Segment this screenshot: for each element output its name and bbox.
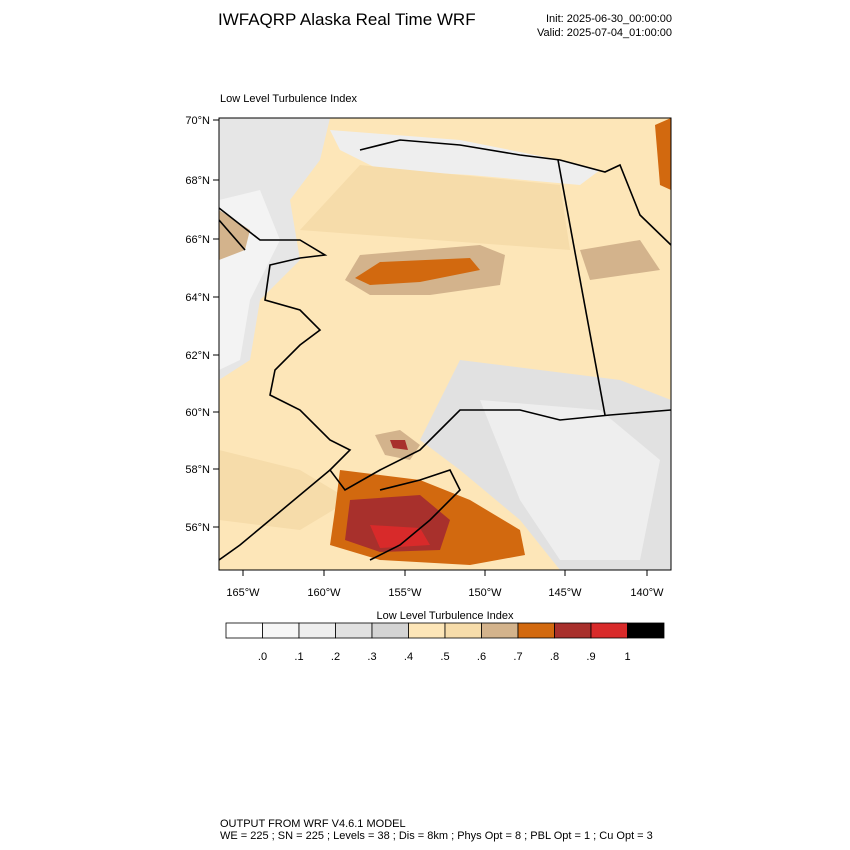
- colorbar-label: .1: [294, 651, 303, 663]
- colorbar-box: [225, 622, 263, 639]
- colorbar-label: .8: [550, 651, 559, 663]
- lon-label: 155°W: [388, 587, 422, 599]
- lat-label: 64°N: [185, 292, 210, 304]
- map-field: [219, 118, 671, 570]
- colorbar-box: [371, 622, 409, 639]
- colorbar-label: .7: [513, 651, 522, 663]
- lon-label: 145°W: [548, 587, 582, 599]
- lat-label: 60°N: [185, 407, 210, 419]
- lon-label: 160°W: [307, 587, 341, 599]
- colorbar-box: [444, 622, 482, 639]
- colorbar-label: .9: [586, 651, 595, 663]
- colorbar-box: [298, 622, 336, 639]
- colorbar-title: Low Level Turbulence Index: [377, 610, 514, 622]
- colorbar-box: [262, 622, 300, 639]
- colorbar-label: 1: [624, 651, 630, 663]
- title: IWFAQRP Alaska Real Time WRF: [218, 10, 476, 29]
- colorbar-box: [517, 622, 555, 639]
- colorbar-box: [554, 622, 592, 639]
- lat-label: 66°N: [185, 234, 210, 246]
- map-subtitle: Low Level Turbulence Index: [220, 93, 357, 105]
- footer-line: WE = 225 ; SN = 225 ; Levels = 38 ; Dis …: [220, 830, 653, 842]
- colorbar-label: .2: [331, 651, 340, 663]
- colorbar-label: .5: [440, 651, 449, 663]
- colorbar-box: [627, 622, 665, 639]
- map-frame: [218, 117, 672, 571]
- lat-label: 62°N: [185, 350, 210, 362]
- colorbar-box: [590, 622, 628, 639]
- colorbar-box: [335, 622, 373, 639]
- lat-label: 58°N: [185, 464, 210, 476]
- lat-label: 68°N: [185, 175, 210, 187]
- colorbar-box: [481, 622, 519, 639]
- colorbar-label: .6: [477, 651, 486, 663]
- colorbar-label: .0: [258, 651, 267, 663]
- lon-label: 150°W: [468, 587, 502, 599]
- lon-label: 165°W: [226, 587, 260, 599]
- lon-label: 140°W: [630, 587, 664, 599]
- colorbar-box: [408, 622, 446, 639]
- lat-label: 70°N: [185, 115, 210, 127]
- footer-line: OUTPUT FROM WRF V4.6.1 MODEL: [220, 818, 406, 830]
- colorbar-label: .3: [367, 651, 376, 663]
- valid-time: Valid: 2025-07-04_01:00:00: [537, 27, 672, 39]
- init-time: Init: 2025-06-30_00:00:00: [546, 13, 672, 25]
- lat-label: 56°N: [185, 522, 210, 534]
- colorbar-label: .4: [404, 651, 413, 663]
